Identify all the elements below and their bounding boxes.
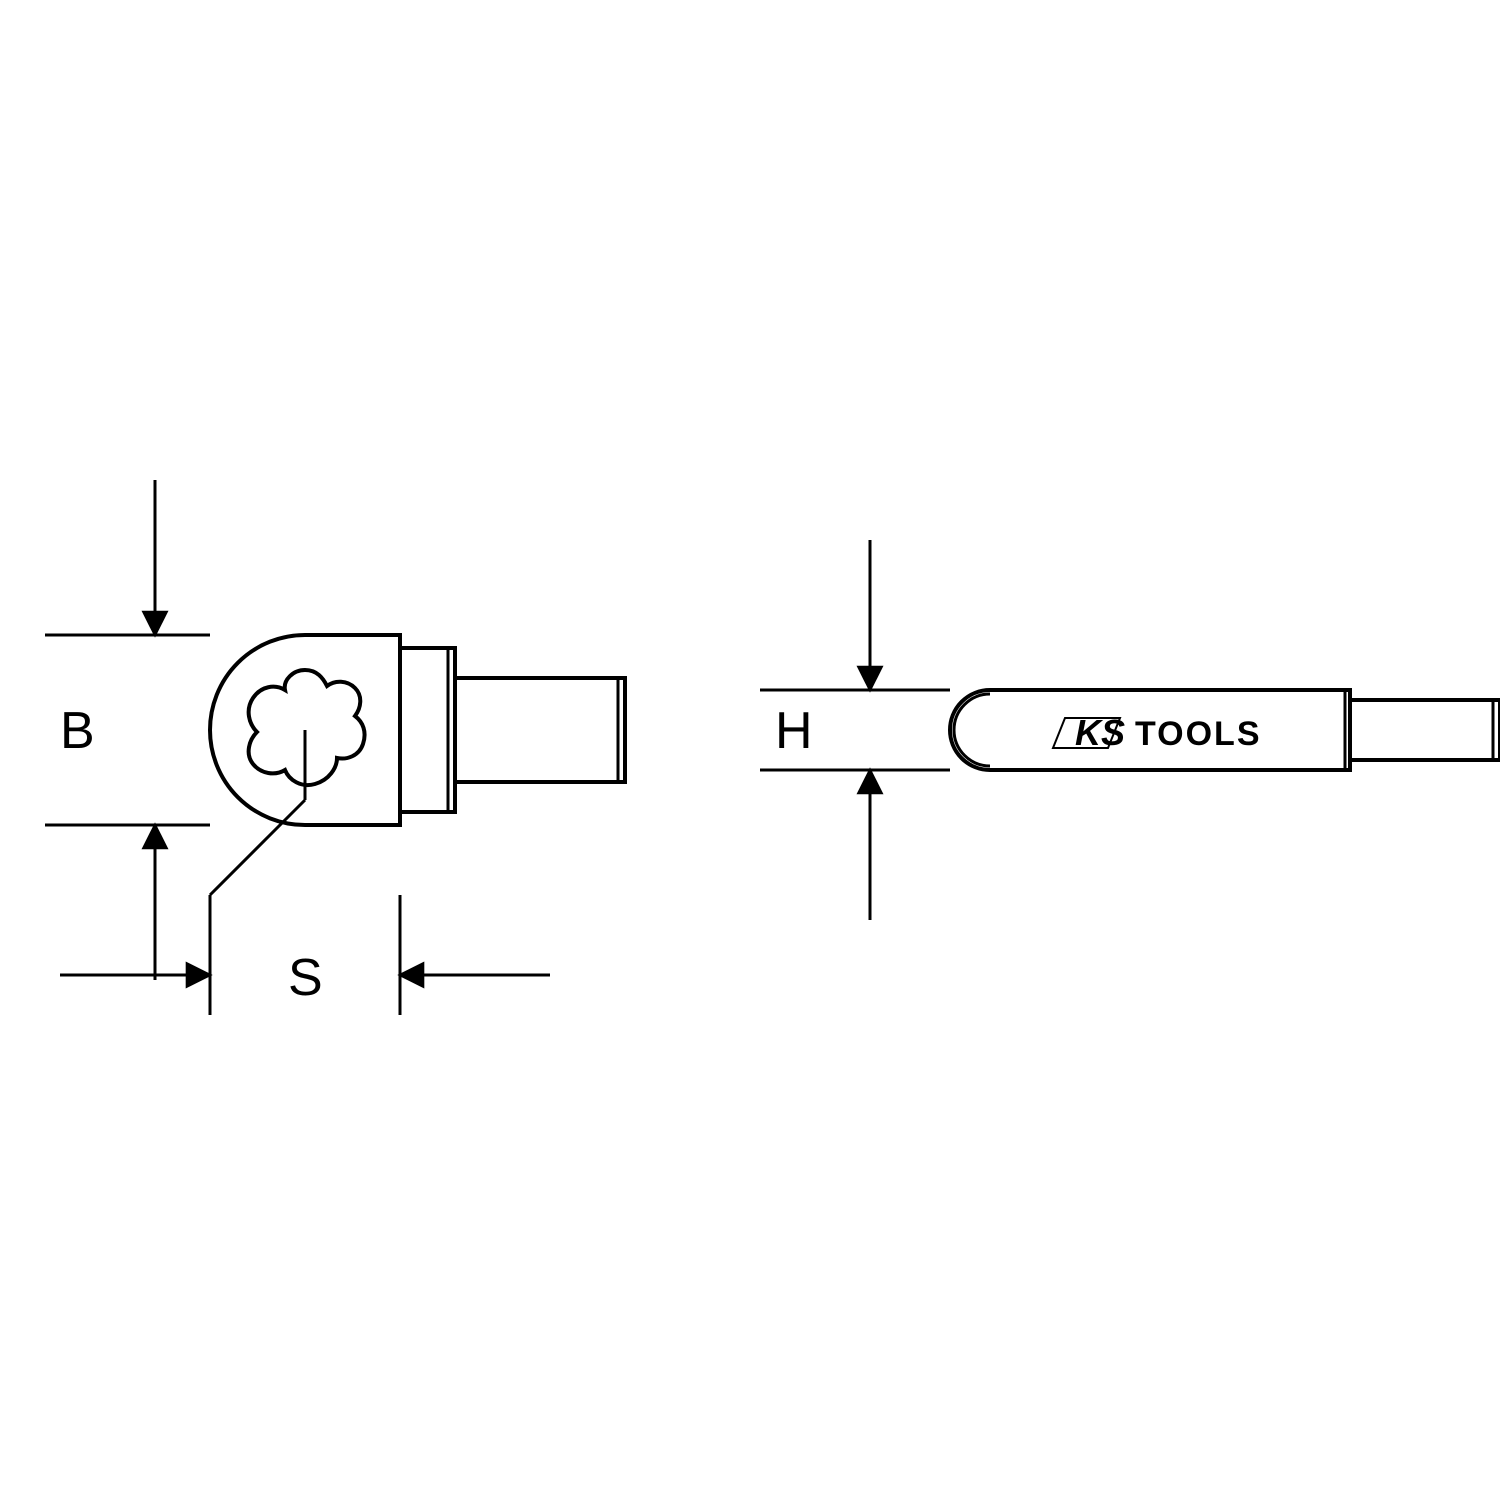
tool-shaft-right [1350, 700, 1500, 760]
logo-suffix: TOOLS [1135, 715, 1262, 753]
left-view [210, 635, 625, 825]
right-view: KS TOOLS [950, 690, 1500, 770]
label-b: B [60, 702, 95, 760]
label-h: H [775, 702, 813, 760]
dimension-h: H [760, 540, 950, 920]
tool-shaft-left [455, 678, 625, 782]
dimension-s: S [60, 800, 550, 1015]
label-s: S [288, 949, 323, 1007]
svg-text:TOOLS: TOOLS [1135, 715, 1262, 753]
dimension-b: B [45, 480, 210, 980]
ks-tools-logo: KS TOOLS [1053, 712, 1262, 753]
